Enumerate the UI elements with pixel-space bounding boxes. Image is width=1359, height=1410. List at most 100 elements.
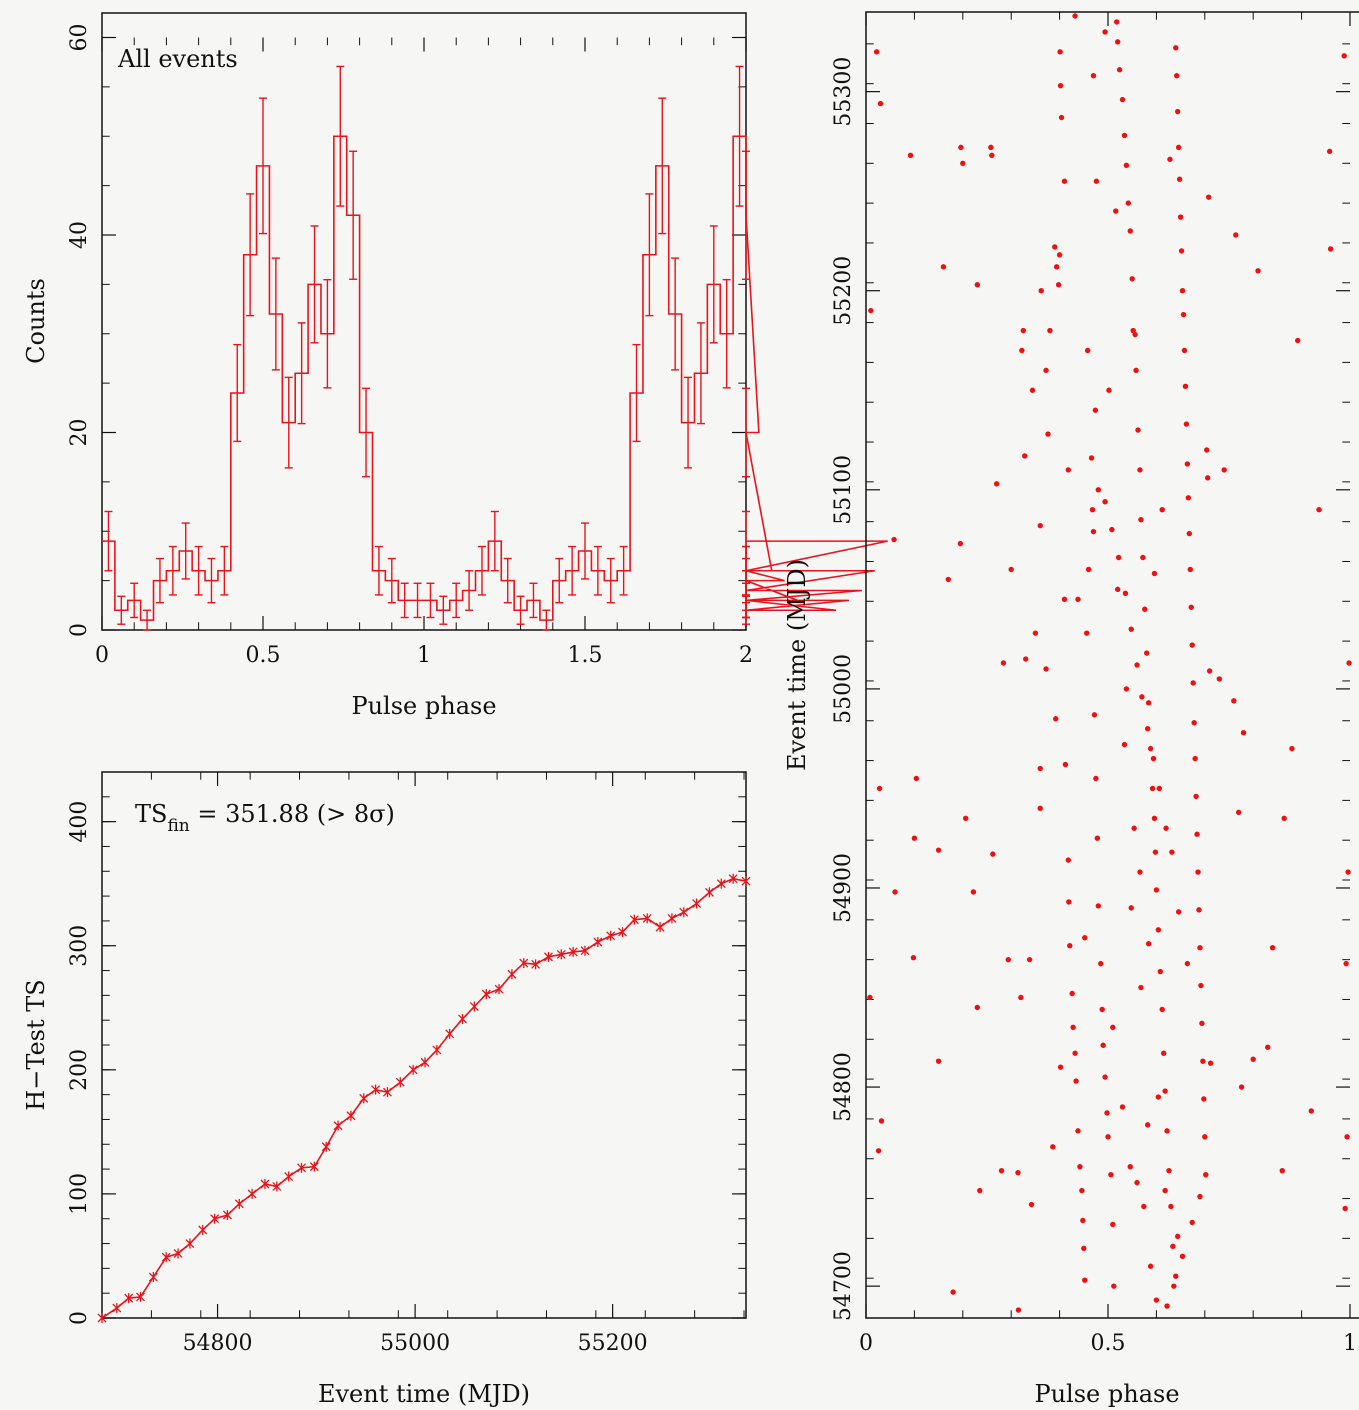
event-scatter-point [963,815,969,821]
event-scatter-point [1114,586,1121,593]
event-scatter-point [993,481,1000,487]
event-scatter-y-tick-label: 55100 [831,455,856,525]
phaseogram-y-tick-label: 40 [67,221,92,249]
event-scatter-point [1020,327,1026,334]
htest-ts-marker [458,1013,467,1024]
htest-ts-marker [260,1178,270,1189]
htest-y-tick-label: 200 [67,1049,92,1091]
event-scatter-point [1147,1263,1154,1269]
event-scatter-y-tick-label: 54700 [831,1251,856,1321]
event-scatter-point [1082,935,1088,941]
event-scatter-point [1067,943,1073,949]
event-scatter-point [1174,73,1180,79]
event-scatter-point [1179,1253,1186,1259]
event-scatter-point [1052,244,1058,250]
htest-ts-marker [333,1120,343,1131]
htest-ts-marker [507,969,517,980]
event-scatter-point [1326,148,1333,155]
event-scatter-point [1123,686,1130,692]
event-scatter-point [1174,1233,1181,1240]
event-scatter-point [1123,162,1130,168]
htest-ts-marker [593,937,603,948]
event-scatter-point [1149,785,1156,792]
event-scatter-point [1105,1134,1111,1140]
event-scatter-point [1151,815,1158,821]
event-scatter-points [867,13,1352,1313]
event-scatter-point [1159,1006,1165,1013]
event-scatter-point [1057,49,1063,55]
htest-ts-marker [655,922,665,933]
event-scatter-point [1114,39,1121,45]
htest-ts-marker [185,1238,195,1249]
phaseogram-x-tick-label: 0.5 [246,643,281,668]
event-scatter-x-axis-label: Pulse phase [1034,1380,1179,1408]
htest-x-tick-label: 55000 [380,1331,450,1356]
event-scatter-point [977,1187,983,1194]
event-scatter-point [868,307,874,314]
phaseogram-x-axis-label: Pulse phase [351,692,496,720]
event-scatter-panel: 0 0.5 1 5470054800549005500055100552005530… [783,11,1359,1408]
event-scatter-point [1092,407,1099,413]
event-scatter-y-axis-label: Event time (MJD) [783,559,811,771]
htest-annotation-main: TS [135,800,167,828]
event-scatter-point [1191,720,1197,726]
event-scatter-point [1053,264,1060,270]
event-scatter-point [988,144,994,151]
event-scatter-point [1155,1094,1162,1100]
event-scatter-point [1201,1096,1207,1102]
htest-ts-marker [371,1084,381,1095]
event-scatter-point [1156,785,1163,792]
event-scatter-point [1089,507,1096,513]
event-scatter-point [1119,1104,1126,1110]
event-scatter-point [1289,745,1295,752]
event-scatter-point [1198,982,1204,989]
htest-ts-marker [382,1087,392,1098]
htest-plot-frame [101,771,747,1319]
htest-ts-line [101,877,747,1319]
event-scatter-point [1099,1006,1105,1013]
event-scatter-y-tick-label: 54900 [831,853,856,923]
event-scatter-x-tick-labels: 0 0.5 1 [859,1331,1357,1356]
event-scatter-point [1176,176,1183,182]
htest-ts-marker [481,989,491,1000]
event-scatter-point [1152,849,1159,855]
event-scatter-point [1133,367,1139,374]
htest-ts-marker [198,1224,208,1235]
event-scatter-point [910,954,917,961]
event-scatter-point [1029,387,1036,393]
htest-ts-marker [580,945,590,956]
htest-annotation-subscript: fin [167,816,189,836]
event-scatter-point [1153,887,1160,893]
event-scatter-point [1061,178,1068,184]
phaseogram-x-tick-labels: 0 0.5 1 1.5 2 [95,643,753,668]
htest-ts-marker [297,1162,306,1173]
event-scatter-point [1116,67,1123,73]
event-scatter-point [1137,467,1143,473]
event-scatter-point [1179,288,1186,294]
event-scatter-point [1008,566,1014,573]
event-scatter-point [1279,1167,1285,1174]
htest-ts-marker [519,958,529,969]
event-scatter-point [1072,1050,1078,1056]
event-scatter-point [1065,467,1072,473]
event-scatter-point [1022,453,1028,459]
event-scatter-point [1037,805,1043,812]
event-scatter-point [1091,712,1098,718]
event-scatter-point [1056,252,1063,258]
event-scatter-point [875,1148,882,1154]
htest-ts-marker [272,1181,282,1192]
event-scatter-point [1109,526,1115,533]
htest-panel: 54800 55000 55200 0 100 200 300 400 TSfin = 35… [22,771,751,1408]
event-scatter-point [1185,495,1192,501]
event-scatter-point [1073,1078,1079,1084]
event-scatter-point [1084,347,1091,354]
event-scatter-point [1159,507,1165,513]
event-scatter-point [1119,96,1126,103]
event-scatter-point [1127,1163,1133,1170]
event-scatter-point [1342,1205,1348,1212]
event-scatter-point [1197,1193,1203,1200]
event-scatter-point [1026,956,1033,963]
htest-y-tick-label: 400 [67,801,92,843]
htest-ts-markers [97,873,751,1323]
